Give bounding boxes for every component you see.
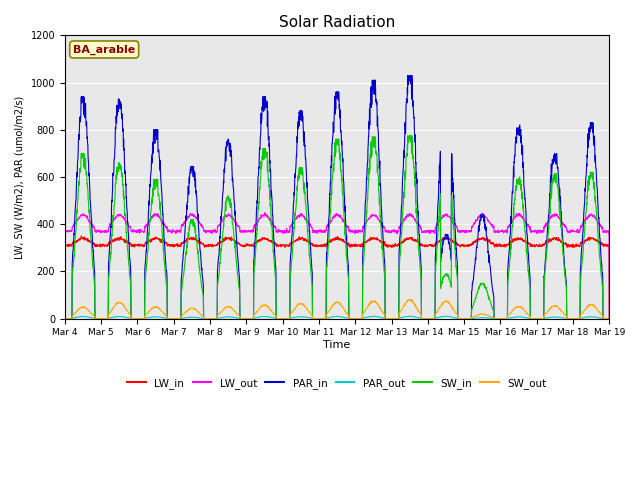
Line: PAR_out: PAR_out [65, 316, 609, 319]
PAR_in [353, 316, 360, 322]
SW_out [61, 316, 68, 322]
PAR_out [557, 315, 565, 321]
LW_out [261, 210, 269, 216]
SW_out [495, 316, 503, 322]
Text: BA_arable: BA_arable [73, 44, 135, 55]
LW_in [365, 238, 372, 243]
Line: LW_in: LW_in [65, 236, 609, 319]
PAR_in [365, 133, 372, 139]
LW_in [77, 233, 85, 239]
LW_in [605, 316, 613, 322]
Line: LW_out: LW_out [65, 213, 609, 319]
SW_in [404, 133, 412, 139]
SW_in [557, 227, 565, 232]
PAR_out [573, 316, 580, 322]
LW_out [353, 229, 361, 235]
SW_in [573, 316, 580, 322]
LW_out [573, 228, 580, 233]
PAR_out [213, 316, 221, 322]
LW_in [557, 239, 565, 244]
PAR_in [495, 316, 503, 322]
Legend: LW_in, LW_out, PAR_in, PAR_out, SW_in, SW_out: LW_in, LW_out, PAR_in, PAR_out, SW_in, S… [124, 373, 551, 393]
PAR_out [365, 314, 372, 320]
Line: SW_in: SW_in [65, 136, 609, 319]
SW_in [61, 316, 68, 322]
PAR_in [61, 316, 68, 322]
PAR_in [557, 215, 565, 220]
SW_in [605, 316, 613, 322]
LW_out [61, 228, 68, 234]
Title: Solar Radiation: Solar Radiation [279, 15, 396, 30]
SW_in [365, 177, 372, 182]
PAR_out [495, 316, 503, 322]
SW_out [213, 316, 221, 322]
SW_in [495, 316, 503, 322]
SW_in [353, 316, 360, 322]
LW_out [605, 316, 613, 322]
SW_out [605, 316, 613, 322]
PAR_in [573, 316, 580, 322]
Y-axis label: LW, SW (W/m2), PAR (umol/m2/s): LW, SW (W/m2), PAR (umol/m2/s) [15, 96, 25, 259]
PAR_in [404, 72, 412, 78]
LW_in [495, 241, 503, 247]
LW_out [557, 219, 565, 225]
LW_in [573, 243, 580, 249]
SW_out [557, 308, 565, 313]
SW_in [213, 316, 221, 322]
LW_out [365, 216, 372, 221]
LW_in [353, 243, 361, 249]
LW_in [61, 242, 68, 248]
LW_out [495, 228, 503, 234]
PAR_out [605, 316, 613, 322]
PAR_in [213, 316, 221, 322]
SW_out [573, 316, 580, 322]
LW_in [213, 243, 221, 249]
X-axis label: Time: Time [323, 340, 351, 350]
LW_out [213, 229, 221, 235]
Line: SW_out: SW_out [65, 300, 609, 319]
PAR_out [404, 313, 412, 319]
Line: PAR_in: PAR_in [65, 75, 609, 319]
SW_out [404, 297, 412, 303]
SW_out [365, 302, 372, 308]
PAR_out [353, 316, 360, 322]
PAR_out [61, 316, 68, 322]
SW_out [353, 316, 360, 322]
PAR_in [605, 316, 613, 322]
